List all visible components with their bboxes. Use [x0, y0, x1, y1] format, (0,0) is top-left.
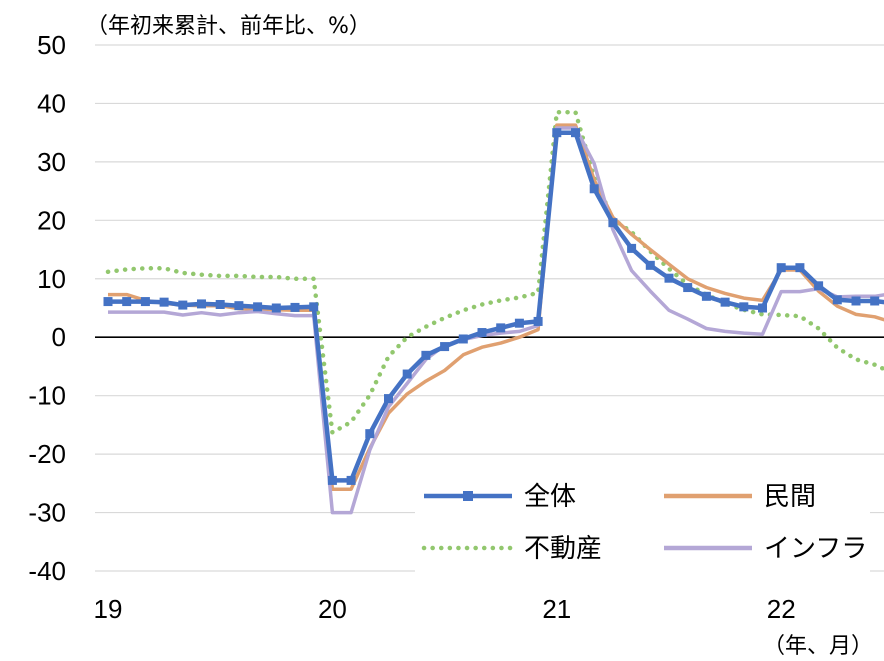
data-point-marker [776, 263, 786, 273]
data-point-marker [739, 302, 749, 312]
data-point-marker [795, 263, 805, 273]
data-point-marker [346, 475, 356, 485]
y-tick-label: -40 [28, 556, 66, 586]
legend-background [415, 472, 870, 572]
y-tick-label: 10 [37, 264, 66, 294]
legend-label: 不動産 [524, 534, 602, 564]
data-point-marker [402, 369, 412, 379]
y-tick-label: 50 [37, 30, 66, 60]
data-point-marker [720, 297, 730, 307]
data-point-marker [608, 218, 618, 228]
data-point-marker [533, 316, 543, 326]
data-point-marker [832, 295, 842, 305]
data-point-marker [870, 296, 880, 306]
data-point-marker [271, 303, 281, 313]
x-tick-label: 22 [767, 594, 796, 624]
legend-label: 全体 [524, 482, 576, 512]
data-point-marker [458, 334, 468, 344]
data-point-marker [496, 323, 506, 333]
y-axis-ticks: 50 40 30 20 10 0 -10 -20 -30 -40 [28, 30, 66, 586]
data-point-marker [701, 291, 711, 301]
data-point-marker [197, 299, 206, 309]
data-point-marker [664, 273, 674, 283]
y-tick-label: 40 [37, 88, 66, 118]
y-tick-label: -10 [28, 381, 66, 411]
data-point-marker [234, 301, 244, 311]
data-point-marker [477, 328, 487, 338]
data-point-marker [552, 128, 562, 138]
data-point-marker [758, 303, 767, 313]
data-point-marker [327, 475, 337, 485]
data-point-marker [365, 429, 375, 439]
y-tick-label: 30 [37, 147, 66, 177]
legend-swatch-marker [463, 491, 473, 501]
data-point-marker [309, 302, 319, 312]
y-axis-unit-label: （年初来累計、前年比、%） [86, 14, 371, 39]
legend-label: インフラ [764, 534, 867, 564]
data-point-marker [253, 302, 263, 312]
data-point-marker [851, 296, 861, 306]
y-tick-label: 0 [52, 322, 66, 352]
data-point-marker [589, 184, 599, 194]
data-point-marker [178, 300, 188, 310]
data-point-marker [122, 297, 132, 307]
data-point-marker [627, 243, 637, 253]
data-point-marker [290, 302, 300, 312]
data-point-marker [215, 299, 225, 309]
data-point-marker [514, 318, 524, 328]
x-axis-ticks: 19 20 21 22 [94, 594, 796, 624]
series-line-2 [105, 109, 884, 435]
gridlines [95, 44, 884, 572]
legend-label: 民間 [764, 482, 816, 512]
data-point-marker [421, 350, 431, 360]
data-point-marker [159, 297, 169, 307]
data-point-marker [814, 281, 824, 291]
data-point-marker [140, 297, 150, 307]
data-point-marker [384, 394, 393, 404]
data-point-marker [440, 342, 450, 352]
x-tick-label: 21 [542, 594, 571, 624]
x-axis-unit-label: （年、月） [763, 634, 874, 659]
x-tick-label: 20 [318, 594, 347, 624]
data-point-marker [103, 297, 113, 307]
x-tick-label: 19 [94, 594, 123, 624]
data-point-marker [645, 260, 655, 270]
y-tick-label: -20 [28, 439, 66, 469]
y-tick-label: 20 [37, 205, 66, 235]
series-line-3 [108, 126, 884, 515]
data-point-marker [683, 283, 693, 293]
series-layer [103, 109, 884, 515]
data-point-marker [571, 128, 580, 138]
y-tick-label: -30 [28, 498, 66, 528]
